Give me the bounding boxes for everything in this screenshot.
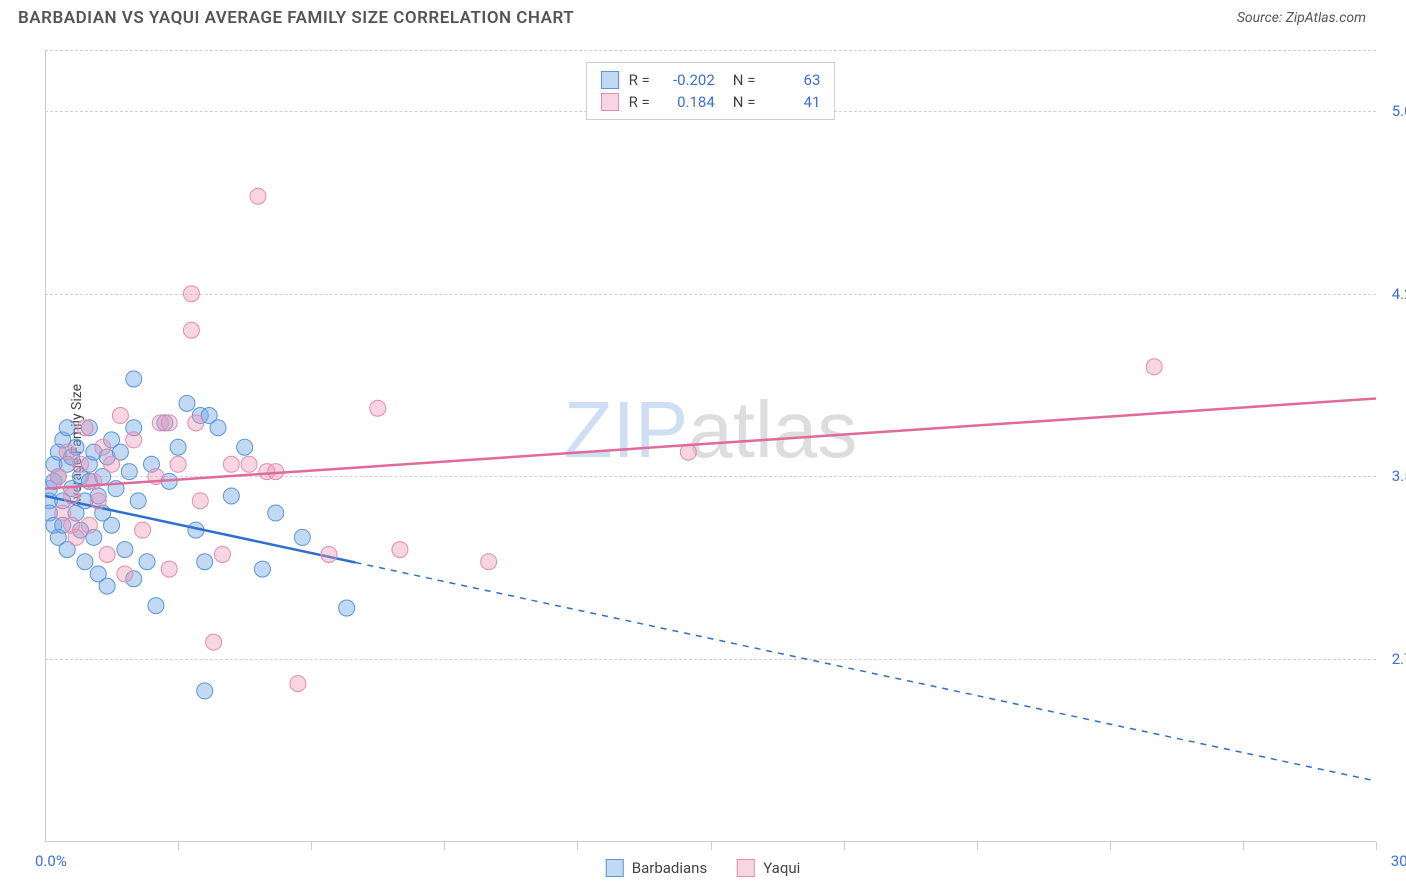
data-point — [126, 371, 142, 387]
data-point — [183, 322, 199, 338]
y-tick-label: 3.50 — [1392, 467, 1406, 485]
legend-n-label: N = — [733, 71, 756, 89]
data-point — [77, 420, 93, 436]
data-point — [64, 517, 80, 533]
x-tick — [577, 842, 578, 850]
legend-n-value: 41 — [765, 93, 820, 111]
y-tick-label: 2.75 — [1392, 650, 1406, 668]
legend-swatch — [601, 71, 619, 89]
y-tick-label: 4.25 — [1392, 285, 1406, 303]
data-point — [135, 522, 151, 538]
data-point — [206, 634, 222, 650]
data-point — [214, 546, 230, 562]
data-point — [77, 554, 93, 570]
data-point — [197, 683, 213, 699]
legend-swatch — [606, 859, 624, 877]
data-point — [254, 561, 270, 577]
data-point — [59, 420, 75, 436]
x-min-label: 0.0% — [35, 852, 67, 870]
chart-svg — [45, 50, 1376, 842]
data-point — [161, 415, 177, 431]
data-point — [481, 554, 497, 570]
series-legend: Barbadians Yaqui — [606, 859, 801, 877]
data-point — [294, 529, 310, 545]
chart-title: BARBADIAN VS YAQUI AVERAGE FAMILY SIZE C… — [18, 8, 574, 28]
data-point — [241, 456, 257, 472]
data-point — [126, 432, 142, 448]
legend-r-label: R = — [629, 93, 650, 111]
y-tick-label: 5.00 — [1392, 102, 1406, 120]
x-tick — [178, 842, 179, 850]
data-point — [59, 444, 75, 460]
legend-item: Yaqui — [737, 859, 800, 877]
data-point — [50, 468, 66, 484]
x-tick — [844, 842, 845, 850]
data-point — [64, 488, 80, 504]
legend-r-value: 0.184 — [660, 93, 715, 111]
data-point — [148, 598, 164, 614]
data-point — [90, 493, 106, 509]
data-point — [250, 188, 266, 204]
data-point — [130, 493, 146, 509]
data-point — [99, 546, 115, 562]
data-point — [81, 517, 97, 533]
data-point — [161, 561, 177, 577]
data-point — [197, 554, 213, 570]
x-tick — [977, 842, 978, 850]
data-point — [139, 554, 155, 570]
data-point — [370, 400, 386, 416]
data-point — [321, 546, 337, 562]
data-point — [95, 439, 111, 455]
data-point — [183, 286, 199, 302]
source-label: Source: ZipAtlas.com — [1237, 10, 1366, 26]
data-point — [290, 676, 306, 692]
data-point — [392, 542, 408, 558]
data-point — [117, 566, 133, 582]
plot-region: 0.0% 30.0% ZIPatlas R =-0.202N =63R =0.1… — [45, 50, 1376, 842]
trend-line-dashed — [356, 562, 1376, 781]
data-point — [117, 542, 133, 558]
x-tick — [1376, 842, 1377, 850]
x-max-label: 30.0% — [1391, 852, 1406, 870]
legend-r-label: R = — [629, 71, 650, 89]
legend-r-value: -0.202 — [660, 71, 715, 89]
legend-series-name: Barbadians — [632, 859, 707, 877]
correlation-legend: R = -0.202 N = 63 R = 0.184 N = 41 — [586, 62, 836, 120]
chart-area: Average Family Size 0.0% 30.0% ZIPatlas … — [45, 50, 1376, 842]
data-point — [223, 456, 239, 472]
x-tick — [1110, 842, 1111, 850]
data-point — [268, 505, 284, 521]
x-tick — [1243, 842, 1244, 850]
data-point — [170, 456, 186, 472]
data-point — [104, 517, 120, 533]
data-point — [192, 493, 208, 509]
legend-row: R = -0.202 N = 63 — [601, 69, 821, 91]
data-point — [237, 439, 253, 455]
x-tick — [444, 842, 445, 850]
data-point — [223, 488, 239, 504]
data-point — [104, 456, 120, 472]
data-point — [188, 415, 204, 431]
legend-series-name: Yaqui — [763, 859, 800, 877]
legend-swatch — [737, 859, 755, 877]
legend-n-label: N = — [733, 93, 756, 111]
data-point — [339, 600, 355, 616]
data-point — [179, 395, 195, 411]
legend-item: Barbadians — [606, 859, 707, 877]
data-point — [72, 456, 88, 472]
legend-n-value: 63 — [765, 71, 820, 89]
data-point — [170, 439, 186, 455]
data-point — [121, 464, 137, 480]
data-point — [112, 408, 128, 424]
data-point — [99, 578, 115, 594]
legend-row: R = 0.184 N = 41 — [601, 91, 821, 113]
data-point — [1146, 359, 1162, 375]
x-tick — [311, 842, 312, 850]
legend-swatch — [601, 93, 619, 111]
x-tick — [711, 842, 712, 850]
